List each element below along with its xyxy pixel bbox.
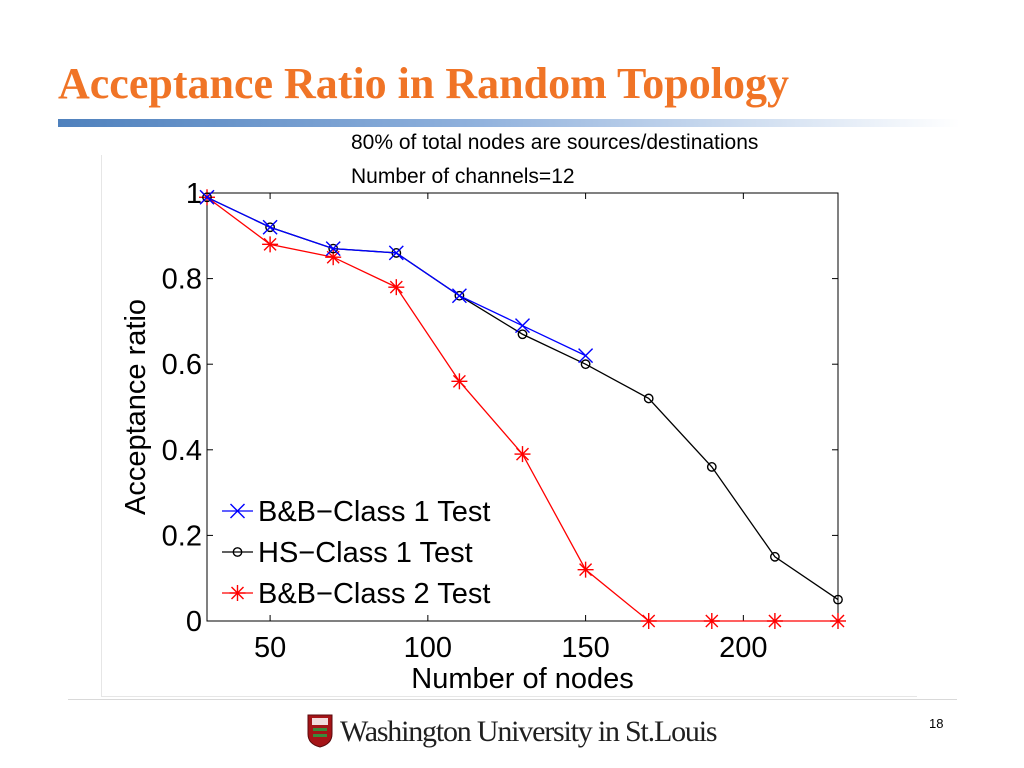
legend-label-0: B&B−Class 1 Test	[258, 496, 490, 528]
shield-icon	[307, 714, 333, 748]
page-number: 18	[929, 716, 944, 731]
y-axis-label: Acceptance ratio	[120, 299, 152, 515]
slide-title: Acceptance Ratio in Random Topology	[58, 59, 789, 108]
y-tick-label: 0.8	[162, 264, 202, 296]
plot-frame	[101, 155, 917, 697]
data-point-0-3	[388, 245, 404, 261]
data-point-2-2	[325, 249, 342, 266]
y-tick-label: 0.2	[162, 520, 202, 552]
university-logo: Washington University in St.Louis	[307, 712, 727, 754]
data-point-2-7	[640, 613, 657, 629]
x-tick-label: 150	[561, 632, 609, 664]
legend-marker-0	[230, 503, 245, 519]
data-point-0-0	[199, 189, 215, 205]
note-sources: 80% of total nodes are sources/destinati…	[351, 131, 759, 154]
y-tick-label: 0.4	[162, 435, 202, 467]
data-point-0-4	[451, 288, 467, 304]
data-point-2-1	[262, 236, 279, 253]
legend-marker-1	[232, 547, 243, 557]
data-point-1-4	[454, 290, 465, 301]
data-point-2-8	[703, 613, 720, 629]
x-tick-label: 50	[254, 632, 286, 664]
y-tick-label: 1	[186, 178, 202, 210]
title-underline	[58, 119, 960, 127]
data-point-2-6	[577, 561, 594, 578]
data-point-0-6	[578, 348, 594, 364]
plot-area-box	[206, 192, 839, 622]
x-tick-label: 200	[719, 632, 767, 664]
data-point-1-7	[643, 393, 654, 404]
y-tick-label: 0.6	[162, 349, 202, 381]
data-point-1-6	[580, 359, 591, 370]
data-point-2-5	[514, 446, 531, 463]
series-layer	[199, 189, 846, 629]
data-point-0-5	[515, 318, 530, 334]
data-point-2-3	[388, 279, 405, 296]
acceptance-ratio-chart: 50 100 150 200 0 0.2 0.4 0.6 0.8 1 Number of nodes…	[120, 178, 846, 695]
data-point-1-5	[517, 329, 528, 340]
data-point-2-9	[766, 613, 783, 629]
data-point-1-0	[202, 192, 212, 203]
y-tick-label: 0	[186, 606, 202, 638]
x-axis-label: Number of nodes	[411, 663, 633, 695]
data-point-0-2	[325, 241, 341, 257]
data-point-1-1	[265, 222, 275, 233]
x-tick-label: 100	[404, 632, 452, 664]
logo-wordmark: Washington University in St.Louis	[340, 715, 718, 748]
footer-divider	[68, 699, 957, 700]
data-point-2-10	[830, 613, 846, 629]
legend-label-1: HS−Class 1 Test	[258, 537, 473, 569]
legend-marker-2	[229, 585, 246, 601]
data-point-1-10	[833, 594, 843, 605]
axes-layer: 50 100 150 200 0 0.2 0.4 0.6 0.8 1 Number of nodes…	[120, 178, 839, 695]
data-point-1-8	[706, 462, 717, 472]
note-channels: Number of channels=12	[351, 165, 575, 188]
data-point-2-4	[451, 373, 468, 390]
data-point-0-1	[262, 219, 278, 235]
legend-label-2: B&B−Class 2 Test	[258, 578, 490, 610]
data-point-1-9	[770, 551, 780, 562]
legend: B&B−Class 1 Test HS−Class 1 Test B&B−Class…	[222, 496, 490, 610]
